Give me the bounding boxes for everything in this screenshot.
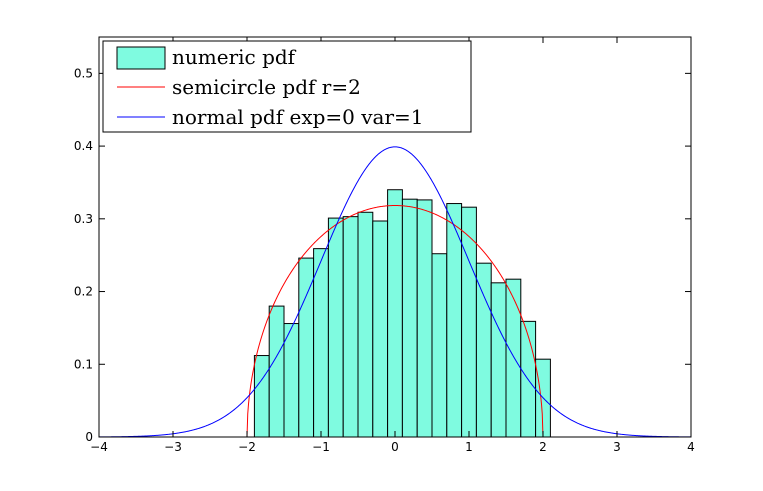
x-tick-label: −2 — [238, 440, 256, 454]
histogram-bar — [313, 248, 329, 438]
histogram-bar — [253, 355, 270, 438]
histogram-bar — [327, 217, 344, 438]
histogram-bar — [431, 253, 448, 438]
histogram-bar — [268, 305, 285, 438]
legend-label-semicircle: semicircle pdf r=2 — [172, 75, 361, 99]
ticks-layer: −4 −3 −2 −1 0 1 2 3 4 0 0.1 0.2 0.3 0.4 0.5 — [74, 37, 695, 454]
x-tick-label: 3 — [613, 440, 621, 454]
x-tick-label: 2 — [539, 440, 547, 454]
x-tick-label: 1 — [465, 440, 473, 454]
y-tick-label: 0.5 — [74, 66, 93, 80]
legend-label-numeric-pdf: numeric pdf — [172, 45, 297, 69]
y-tick-label: 0.2 — [74, 285, 93, 299]
legend: numeric pdf semicircle pdf r=2 normal pd… — [102, 40, 472, 133]
x-tick-label: 4 — [687, 440, 695, 454]
histogram-bar — [505, 278, 522, 438]
histogram-bar — [372, 220, 389, 438]
y-tick-label: 0.1 — [74, 357, 93, 371]
x-tick-label: 0 — [391, 440, 399, 454]
histogram-bar — [342, 216, 359, 438]
y-tick-label: 0 — [85, 430, 93, 444]
x-tick-label: −3 — [164, 440, 182, 454]
legend-swatch-numeric-pdf — [116, 46, 166, 70]
histogram-bar — [416, 199, 433, 438]
legend-label-normal: normal pdf exp=0 var=1 — [172, 105, 424, 129]
histogram-bar — [490, 282, 507, 438]
y-tick-label: 0.4 — [74, 139, 93, 153]
x-tick-label: −1 — [312, 440, 330, 454]
histogram-bar — [475, 262, 492, 438]
y-tick-label: 0.3 — [74, 212, 93, 226]
histogram-bar — [357, 211, 374, 438]
histogram-bar — [387, 189, 403, 438]
histogram-bar — [283, 323, 300, 438]
histogram-bar — [401, 198, 418, 438]
x-tick-label: −4 — [90, 440, 108, 454]
normal-pdf-line — [99, 146, 691, 438]
